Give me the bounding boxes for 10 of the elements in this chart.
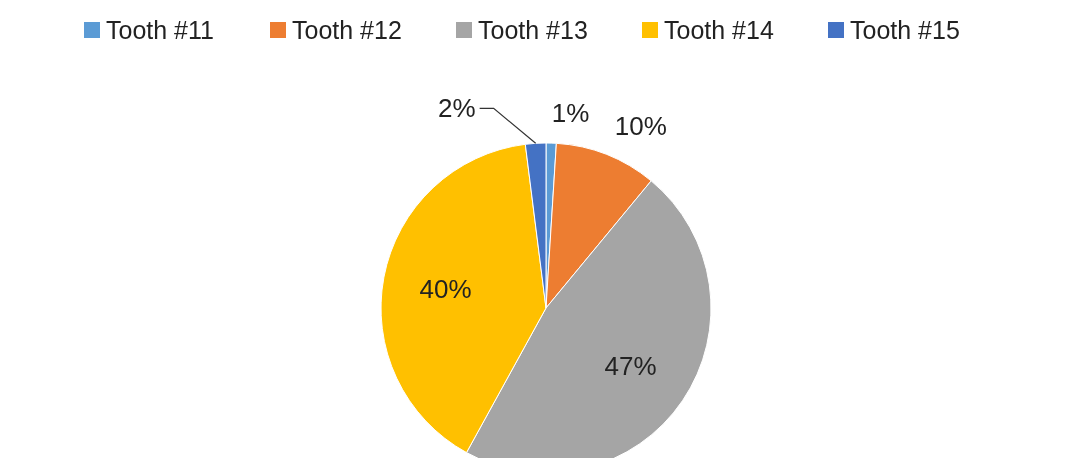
data-label: 47% [604,350,657,381]
legend-label: Tooth #13 [478,16,588,44]
data-label: 40% [419,273,472,304]
data-label: 1% [551,98,590,129]
data-label: 10% [614,111,667,142]
data-label: 2% [438,93,476,124]
legend-label: Tooth #12 [292,16,402,44]
legend-label: Tooth #14 [664,16,774,44]
legend-label: Tooth #11 [106,16,214,44]
legend-label: Tooth #15 [850,16,960,44]
